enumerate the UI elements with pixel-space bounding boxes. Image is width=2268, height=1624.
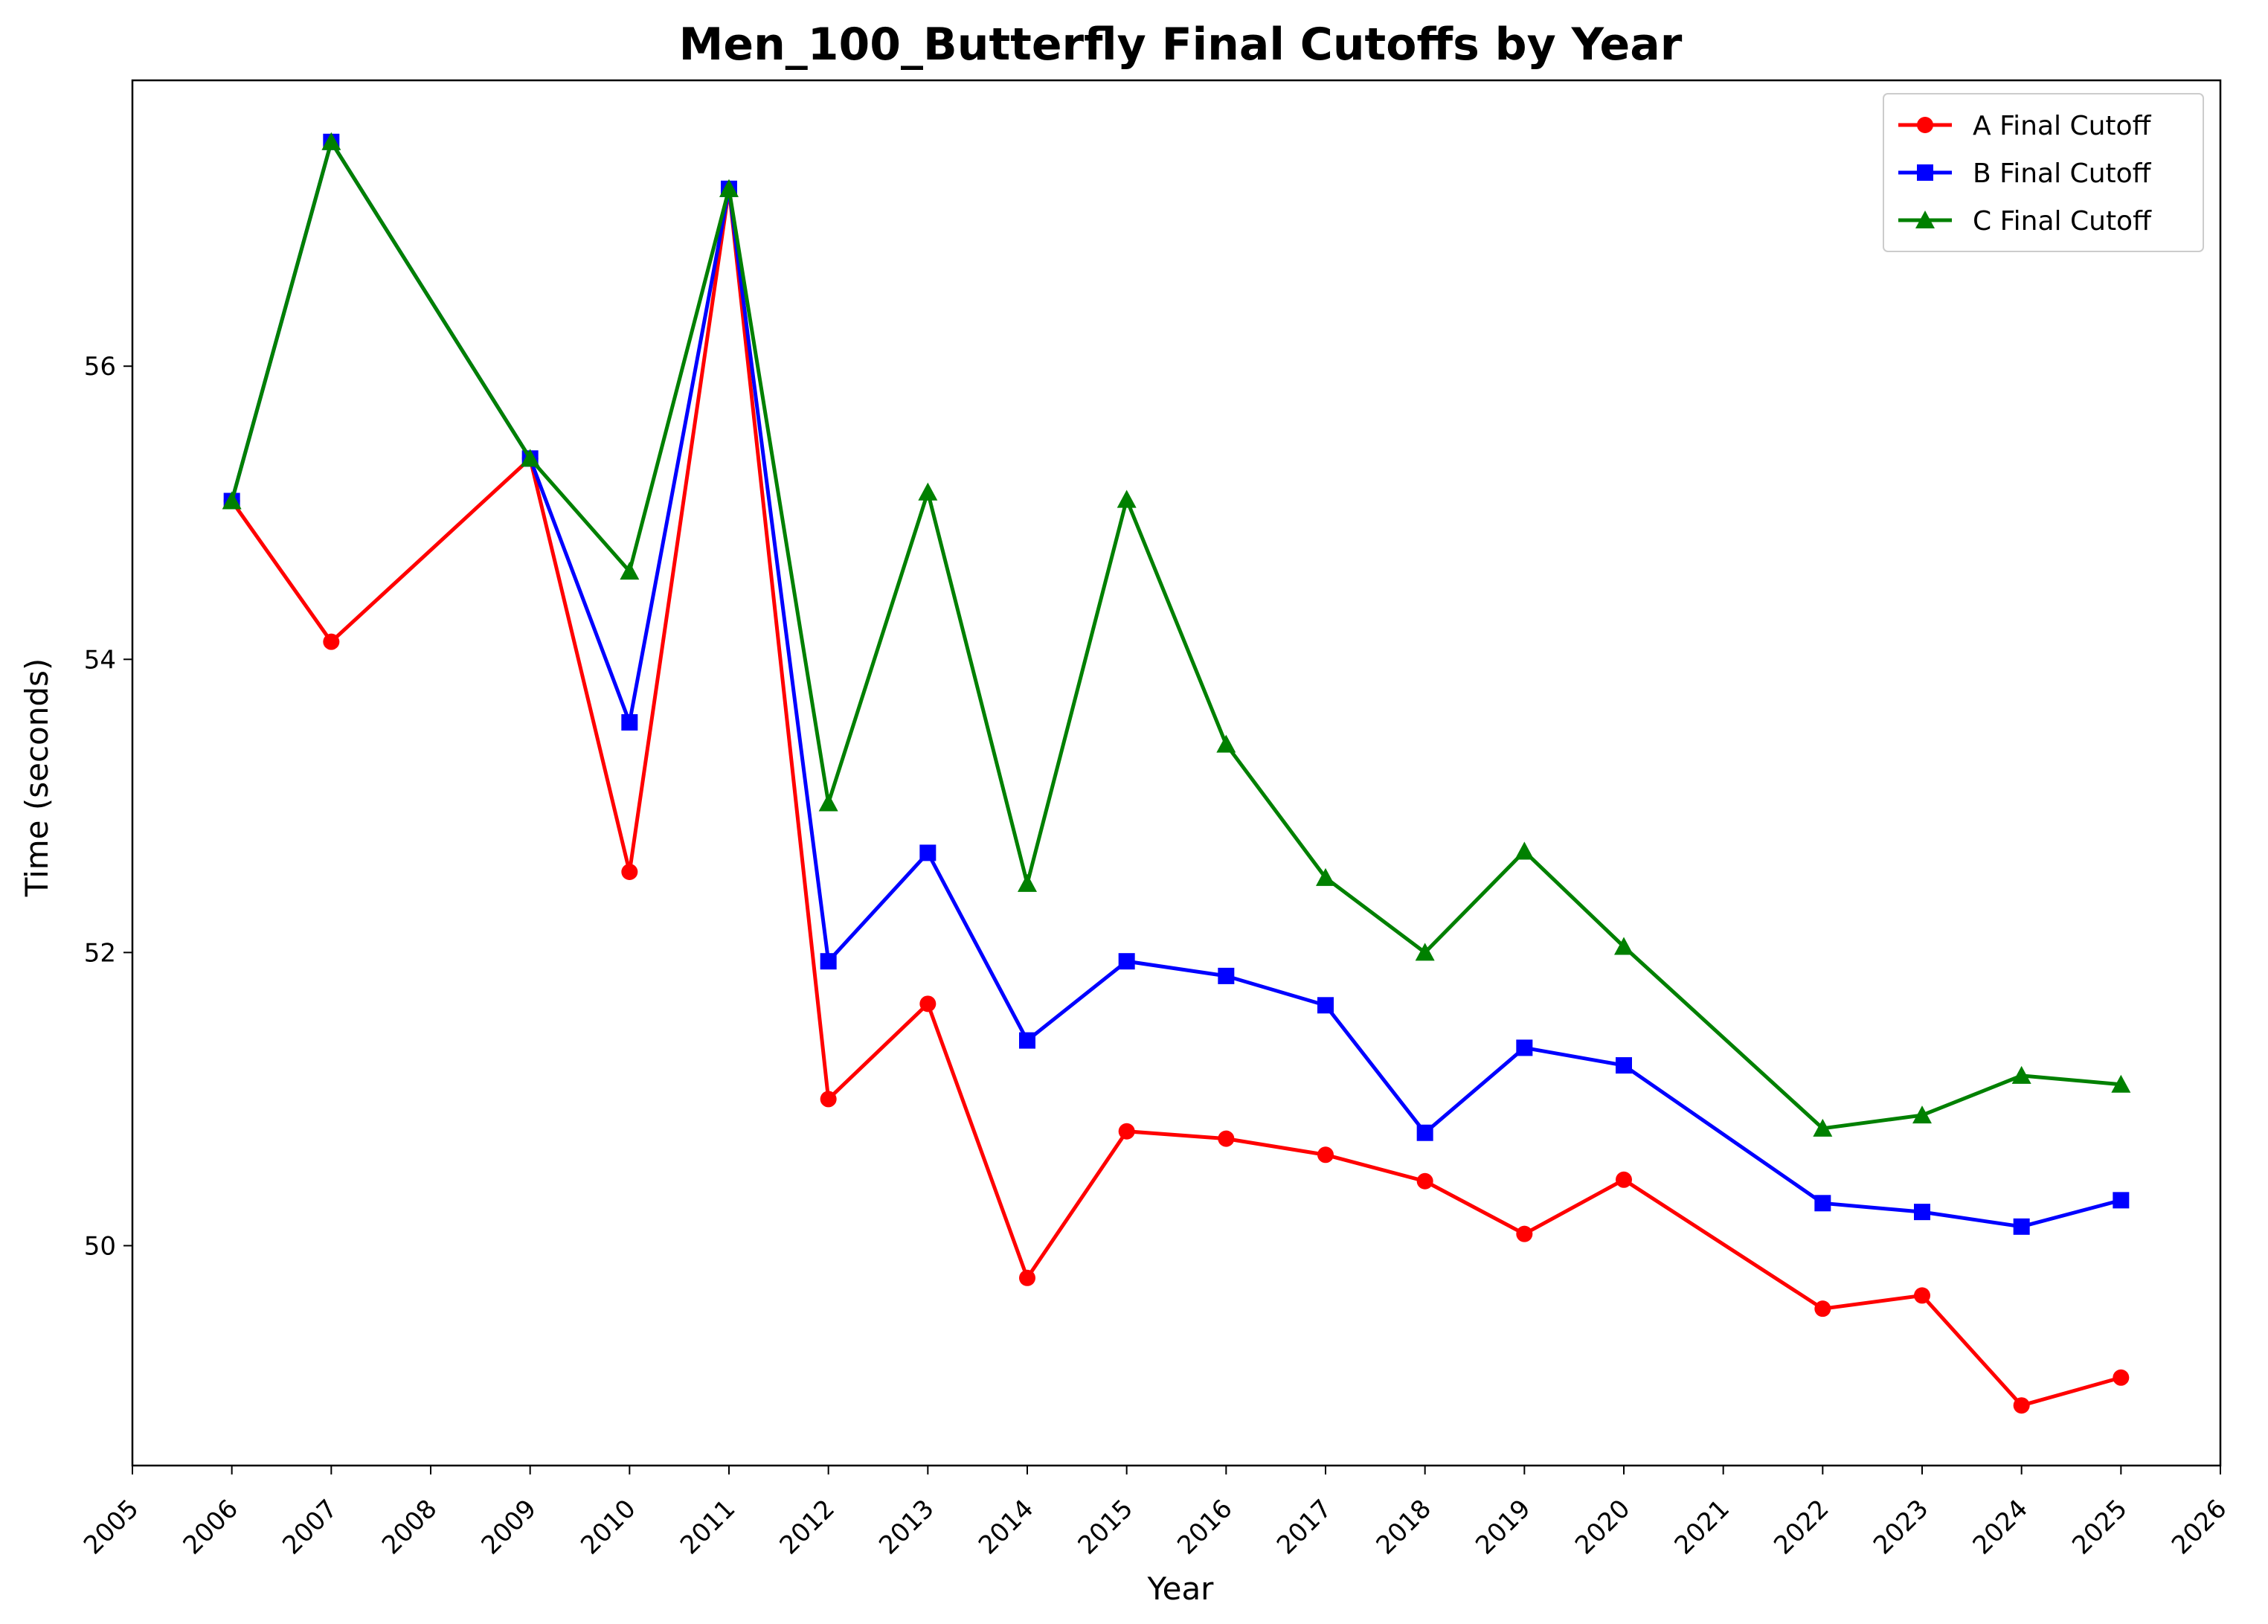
series-1-point-2022 [1814,1195,1831,1211]
series-0-point-2020 [1616,1172,1632,1188]
series-0-point-2014 [1019,1270,1035,1286]
y-tick-label-54: 54 [84,645,116,675]
legend-label-1: B Final Cutoff [1973,158,2152,189]
series-1-point-2024 [2014,1219,2030,1235]
series-0-point-2017 [1317,1146,1334,1163]
series-0-point-2024 [2014,1397,2030,1413]
series-1-point-2014 [1019,1033,1035,1049]
legend-marker-0 [1917,117,1933,133]
series-0-point-2012 [820,1091,837,1107]
series-1-point-2019 [1516,1039,1532,1056]
series-1-point-2013 [919,844,936,861]
y-axis-label: Time (seconds) [19,658,55,898]
y-tick-label-52: 52 [84,938,116,968]
series-1-point-2023 [1914,1204,1930,1220]
series-0-point-2019 [1516,1226,1532,1242]
legend-label-2: C Final Cutoff [1973,206,2152,237]
series-1-point-2025 [2113,1192,2129,1208]
series-0-point-2016 [1218,1131,1234,1147]
series-0-point-2007 [323,634,339,650]
series-0-point-2025 [2113,1370,2129,1386]
x-axis-label: Year [1147,1570,1215,1607]
series-0-point-2022 [1814,1300,1831,1317]
chart-title: Men_100_Butterfly Final Cutoffs by Year [679,19,1683,71]
legend-marker-1 [1917,164,1933,181]
series-0-point-2023 [1914,1287,1930,1303]
legend: A Final Cutoff B Final Cutoff C Final Cuto… [1883,94,2203,251]
series-1-point-2020 [1616,1057,1632,1073]
y-tick-label-50: 50 [84,1231,116,1261]
y-tick-label-56: 56 [84,352,116,382]
series-0-point-2010 [621,864,637,880]
series-0-point-2018 [1417,1173,1433,1190]
series-1-point-2010 [621,714,637,731]
series-1-point-2012 [820,953,837,969]
series-1-point-2016 [1218,968,1234,984]
series-1-point-2018 [1417,1125,1433,1141]
series-0-point-2015 [1119,1123,1135,1140]
series-1-point-2017 [1317,997,1334,1013]
series-1-point-2015 [1119,953,1135,969]
series-0-point-2013 [919,995,936,1012]
legend-label-0: A Final Cutoff [1973,111,2152,141]
